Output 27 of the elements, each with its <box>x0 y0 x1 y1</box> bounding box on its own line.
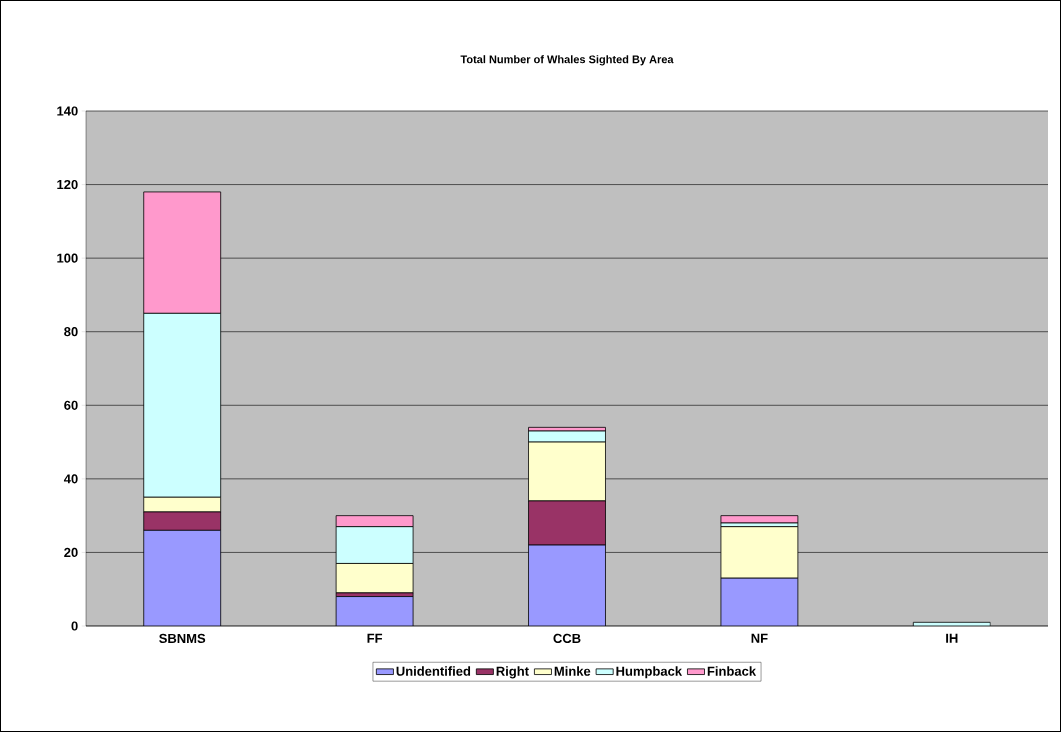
legend-label: Unidentified <box>396 666 471 676</box>
x-tick-label: CCB <box>553 633 581 643</box>
x-tick-label: FF <box>367 633 383 643</box>
bar <box>720 577 799 626</box>
legend-label: Right <box>496 666 529 679</box>
bar <box>335 526 414 564</box>
y-tick-label: 140 <box>57 106 78 116</box>
y-tick-label: 40 <box>63 474 78 484</box>
y-tick-label: 0 <box>71 621 78 631</box>
bar <box>143 312 222 498</box>
bar <box>335 596 414 626</box>
bar <box>143 529 222 626</box>
x-tick-label: NF <box>751 633 768 643</box>
y-tick-label: 100 <box>57 253 78 263</box>
y-tick-label: 60 <box>64 400 78 410</box>
x-tick-label: IH <box>946 633 958 643</box>
y-tick-label: 80 <box>64 327 78 337</box>
legend-label: Minke <box>554 666 591 676</box>
legend-label: Finback <box>707 666 757 676</box>
bar <box>335 515 414 528</box>
bar <box>335 563 414 594</box>
chart-title: Total Number of Whales Sighted By Area <box>460 55 674 66</box>
bar <box>528 544 606 626</box>
y-tick-label: 20 <box>64 547 78 558</box>
y-tick-label: 120 <box>57 179 78 190</box>
x-tick-label: SBNMS <box>159 633 206 643</box>
legend-label: Humpback <box>616 666 683 679</box>
